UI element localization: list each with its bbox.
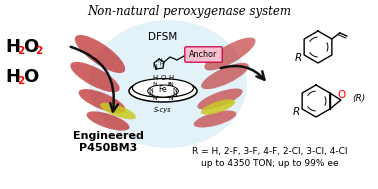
- Text: O: O: [23, 68, 38, 86]
- Text: H: H: [5, 38, 20, 56]
- Text: N: N: [169, 95, 174, 101]
- Ellipse shape: [89, 20, 247, 148]
- Text: N: N: [173, 88, 177, 92]
- Text: N: N: [157, 57, 162, 63]
- Text: H: H: [5, 68, 20, 86]
- Ellipse shape: [100, 103, 136, 119]
- Ellipse shape: [204, 38, 256, 70]
- Ellipse shape: [194, 111, 236, 127]
- Text: DFSM: DFSM: [149, 32, 178, 42]
- Ellipse shape: [75, 35, 125, 73]
- Text: N: N: [149, 88, 153, 92]
- Ellipse shape: [132, 79, 194, 97]
- Text: O: O: [23, 38, 38, 56]
- Ellipse shape: [201, 63, 249, 89]
- Ellipse shape: [87, 111, 130, 131]
- Text: R: R: [294, 53, 302, 63]
- Ellipse shape: [129, 80, 197, 102]
- FancyArrowPatch shape: [221, 66, 264, 80]
- FancyBboxPatch shape: [185, 47, 222, 62]
- Ellipse shape: [148, 85, 178, 97]
- Text: Non-natural peroxygenase system: Non-natural peroxygenase system: [87, 5, 291, 18]
- Ellipse shape: [70, 62, 120, 92]
- Text: H: H: [159, 61, 163, 67]
- Text: Engineered
P450BM3: Engineered P450BM3: [73, 131, 143, 153]
- FancyArrowPatch shape: [71, 47, 118, 112]
- Text: O: O: [160, 75, 166, 81]
- Text: N: N: [153, 83, 157, 88]
- Text: 2: 2: [17, 76, 24, 86]
- Text: 2: 2: [17, 46, 24, 56]
- Text: III: III: [168, 82, 172, 87]
- Text: R: R: [293, 107, 300, 117]
- Text: N: N: [153, 64, 157, 68]
- Text: H: H: [152, 75, 158, 81]
- Ellipse shape: [201, 99, 235, 115]
- Text: H: H: [168, 75, 174, 81]
- Text: N: N: [153, 95, 157, 101]
- Text: N: N: [173, 91, 177, 97]
- Text: N: N: [149, 91, 153, 97]
- Text: N: N: [169, 83, 174, 88]
- Text: R = H, 2-F, 3-F, 4-F, 2-Cl, 3-Cl, 4-Cl: R = H, 2-F, 3-F, 4-F, 2-Cl, 3-Cl, 4-Cl: [192, 147, 348, 156]
- Text: Anchor: Anchor: [189, 50, 218, 59]
- Text: (R): (R): [352, 94, 366, 102]
- Ellipse shape: [79, 89, 125, 113]
- Ellipse shape: [197, 88, 243, 109]
- Text: O: O: [338, 90, 346, 100]
- Text: S-cys: S-cys: [154, 107, 172, 113]
- Text: up to 4350 TON; up to 99% ee: up to 4350 TON; up to 99% ee: [201, 159, 339, 168]
- Text: 2: 2: [35, 46, 42, 56]
- Text: Fe: Fe: [159, 85, 167, 94]
